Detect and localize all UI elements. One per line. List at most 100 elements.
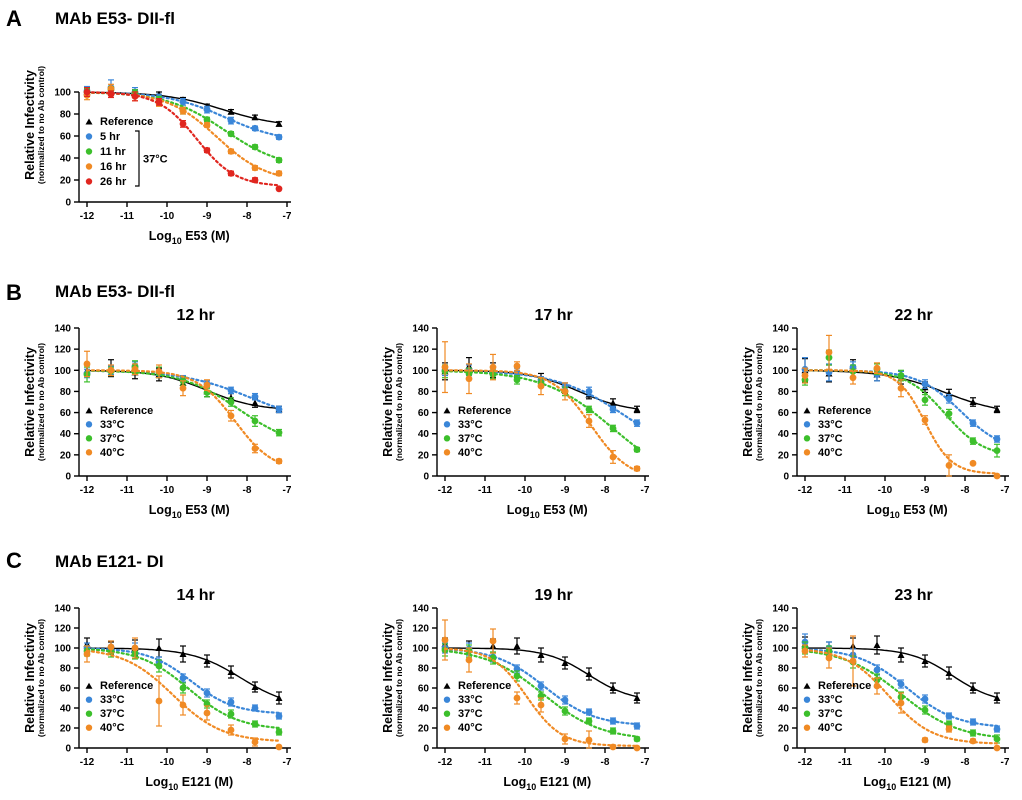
x-tick-label: -8 <box>601 485 610 496</box>
data-point <box>513 376 521 384</box>
y-axis-sublabel: (normalized to no Ab control) <box>36 66 46 184</box>
chart-title: 19 hr <box>534 587 572 604</box>
y-tick-label: 140 <box>772 604 789 615</box>
data-point <box>921 657 929 664</box>
x-tick-label: -10 <box>160 757 175 768</box>
legend-marker <box>85 178 93 185</box>
x-tick-label: -7 <box>641 485 650 496</box>
x-axis-label: Log10 E121 (M) <box>503 775 591 792</box>
data-point <box>179 701 187 709</box>
legend-marker <box>85 148 93 155</box>
data-point <box>107 366 115 374</box>
data-point <box>155 644 163 651</box>
data-point <box>849 657 857 665</box>
x-axis-label: Log10 E53 (M) <box>867 503 948 520</box>
data-point <box>585 388 593 395</box>
legend-label: 40°C <box>818 447 843 459</box>
series-4 <box>441 619 641 752</box>
legend-label: Reference <box>100 116 153 128</box>
data-point <box>801 647 809 655</box>
data-point <box>849 374 857 382</box>
y-tick-label: 120 <box>412 345 429 356</box>
data-point <box>945 712 953 720</box>
y-tick-label: 20 <box>418 450 430 461</box>
data-point <box>203 657 211 664</box>
y-tick-label: 120 <box>412 624 429 635</box>
data-point <box>993 735 1001 743</box>
legend-marker <box>85 682 93 689</box>
x-tick-label: -11 <box>478 485 492 496</box>
data-point <box>609 717 617 725</box>
y-tick-label: 80 <box>60 110 72 121</box>
data-point <box>203 709 211 717</box>
legend-label: 37°C <box>100 433 125 445</box>
legend-label: 33°C <box>100 694 125 706</box>
x-tick-label: -8 <box>601 757 610 768</box>
data-point <box>83 360 91 368</box>
legend-label: 40°C <box>100 447 125 459</box>
legend-label: 37°C <box>818 708 843 720</box>
legend-marker <box>85 449 93 456</box>
legend-label: 37°C <box>818 433 843 445</box>
x-tick-label: -9 <box>561 485 570 496</box>
series-4 <box>441 341 641 472</box>
legend-label: 40°C <box>818 722 843 734</box>
y-tick-label: 20 <box>60 450 72 461</box>
legend-marker <box>85 724 93 731</box>
data-point <box>251 113 259 121</box>
data-point <box>537 682 545 690</box>
data-point <box>179 107 187 115</box>
data-point <box>227 130 235 138</box>
legend-marker <box>85 407 93 414</box>
data-point <box>897 372 905 379</box>
y-tick-label: 80 <box>60 664 72 675</box>
legend-label: 40°C <box>458 447 483 459</box>
x-tick-label: -10 <box>878 485 893 496</box>
x-tick-label: -11 <box>838 757 852 768</box>
data-point <box>203 106 211 113</box>
data-point <box>107 90 115 98</box>
x-tick-label: -9 <box>203 485 212 496</box>
series-4 <box>83 350 283 465</box>
data-point <box>969 398 977 405</box>
chart-6: 0 20 40 60 80 100 120 140 -12 -11 -10 -9 -8 -7 19 hr Re… <box>381 587 650 792</box>
fit-curve <box>85 369 281 464</box>
x-axis-label-suffix: E53 (M) <box>182 503 230 517</box>
data-point <box>993 435 1001 443</box>
y-axis-sublabel: (normalized to no Ab control) <box>36 619 46 737</box>
data-point <box>489 654 497 662</box>
data-point <box>227 386 235 394</box>
data-point <box>993 725 1001 733</box>
panel-title-a: MAb E53- DII-fl <box>55 9 175 28</box>
chart-4: 0 20 40 60 80 100 120 140 -12 -11 -10 -9 -8 -7 22 hr Re… <box>741 307 1010 520</box>
legend-marker <box>803 710 811 717</box>
data-point <box>251 393 259 401</box>
x-axis-label-subscript: 10 <box>530 510 540 520</box>
legend-label: 40°C <box>100 722 125 734</box>
data-point <box>227 726 235 734</box>
data-point <box>155 697 163 705</box>
legend-marker <box>443 449 451 456</box>
data-point <box>275 185 283 193</box>
data-point <box>513 672 521 680</box>
y-axis-label: Relative Infectivity <box>23 347 37 457</box>
y-tick-label: 80 <box>778 664 790 675</box>
y-tick-label: 80 <box>778 387 790 398</box>
data-point <box>993 472 1001 480</box>
chart-title: 12 hr <box>176 307 214 324</box>
y-tick-label: 20 <box>778 724 790 735</box>
data-point <box>251 738 259 746</box>
data-point <box>561 388 569 395</box>
chart-7: 0 20 40 60 80 100 120 140 -12 -11 -10 -9 -8 -7 23 hr Re… <box>741 587 1010 792</box>
data-point <box>585 406 593 413</box>
legend-label: Reference <box>818 405 871 417</box>
data-point <box>513 642 521 649</box>
chart-5: 0 20 40 60 80 100 120 140 -12 -11 -10 -9 -8 -7 14 hr Re… <box>23 587 292 792</box>
y-tick-label: 140 <box>412 604 429 615</box>
chart-title: 17 hr <box>534 307 572 324</box>
chart-title: 23 hr <box>894 587 932 604</box>
data-point <box>155 662 163 670</box>
data-point <box>921 736 929 744</box>
y-tick-label: 140 <box>54 604 71 615</box>
data-point <box>633 446 641 453</box>
